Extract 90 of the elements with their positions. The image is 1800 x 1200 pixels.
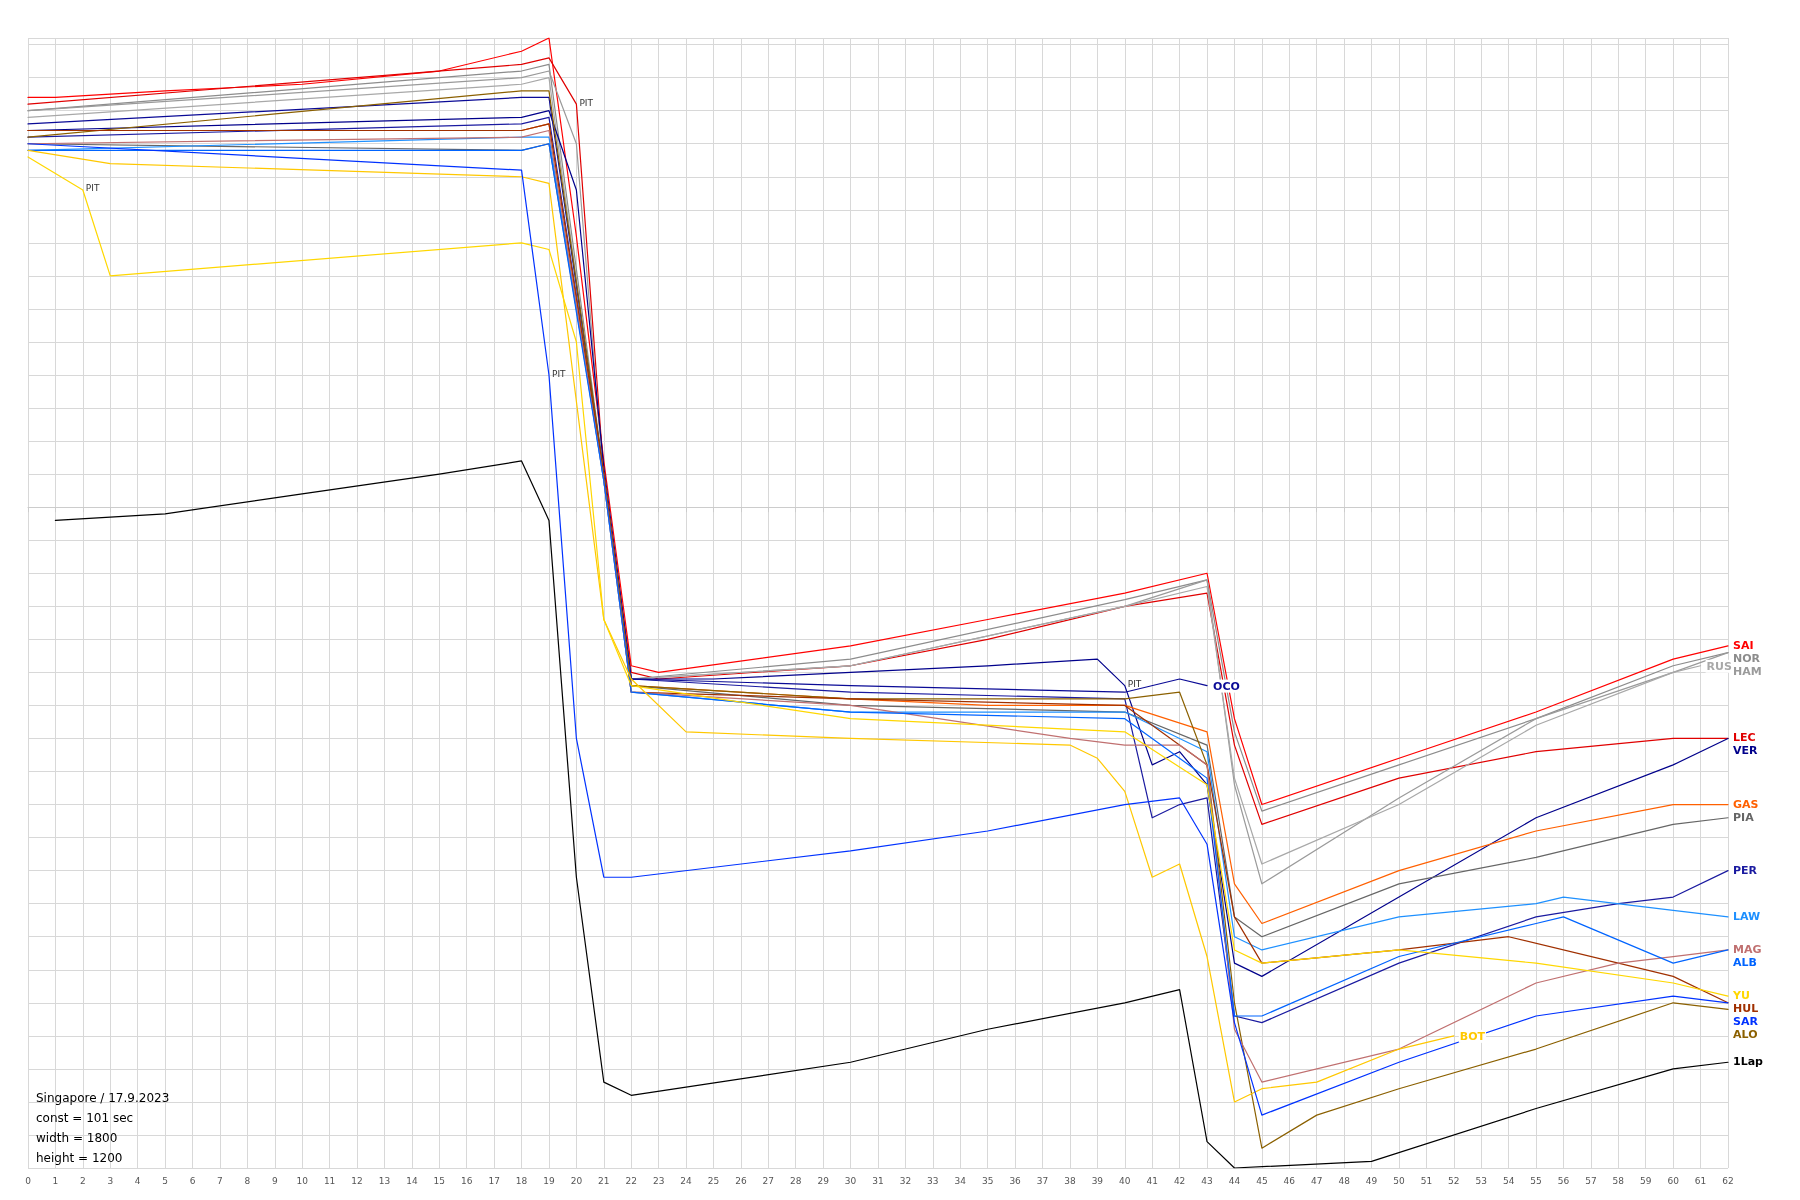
series-label: PIA <box>1733 810 1755 824</box>
x-tick-label: 51 <box>1420 1175 1433 1186</box>
x-tick-label: 55 <box>1530 1175 1542 1186</box>
x-tick-label: 57 <box>1585 1175 1597 1186</box>
annotation: PIT <box>1127 679 1142 690</box>
series-label: LEC <box>1733 731 1756 745</box>
x-tick-label: 62 <box>1722 1175 1734 1186</box>
x-tick-label: 22 <box>625 1175 637 1186</box>
series-label: PER <box>1733 863 1758 877</box>
series-label: VER <box>1733 744 1759 758</box>
x-tick-label: 50 <box>1393 1175 1405 1186</box>
x-tick-label: 31 <box>872 1175 884 1186</box>
x-tick-label: 56 <box>1557 1175 1570 1186</box>
x-tick-label: 58 <box>1612 1175 1625 1186</box>
series-label: MAG <box>1733 942 1762 956</box>
series-label: BOT <box>1459 1029 1486 1043</box>
series-label: 1Lap <box>1733 1055 1764 1069</box>
x-tick-label: 35 <box>981 1175 994 1186</box>
x-tick-label: 44 <box>1228 1175 1241 1186</box>
series-label: NOR <box>1733 651 1761 665</box>
x-tick-label: 30 <box>844 1175 857 1186</box>
x-tick-label: 6 <box>189 1175 196 1186</box>
x-tick-label: 54 <box>1502 1175 1515 1186</box>
x-tick-label: 1 <box>52 1175 59 1186</box>
series-label: RUS <box>1706 659 1732 673</box>
x-tick-label: 5 <box>162 1175 168 1186</box>
series-label: GAS <box>1733 797 1759 811</box>
x-tick-label: 2 <box>79 1175 86 1186</box>
x-tick-label: 26 <box>735 1175 747 1186</box>
x-tick-label: 24 <box>680 1175 693 1186</box>
series-label: HAM <box>1733 664 1762 678</box>
x-tick-label: 17 <box>488 1175 500 1186</box>
x-tick-label: 45 <box>1256 1175 1268 1186</box>
annotation: Singapore / 17.9.2023 <box>36 1091 170 1105</box>
x-tick-label: 46 <box>1283 1175 1296 1186</box>
x-tick-label: 19 <box>543 1175 555 1186</box>
series-label: SAI <box>1733 638 1754 652</box>
series-label: OCO <box>1213 679 1240 693</box>
series-label: ALO <box>1733 1028 1758 1042</box>
x-tick-label: 7 <box>217 1175 223 1186</box>
x-tick-label: 23 <box>652 1175 665 1186</box>
series-label: HUL <box>1733 1002 1759 1016</box>
x-tick-label: 16 <box>460 1175 473 1186</box>
x-tick-label: 9 <box>271 1175 278 1186</box>
annotation: PIT <box>551 368 567 379</box>
series-label: LAW <box>1733 909 1761 923</box>
annotation: const = 101 sec <box>36 1111 134 1125</box>
x-tick-label: 27 <box>762 1175 775 1186</box>
x-tick-label: 32 <box>899 1175 912 1186</box>
x-tick-label: 29 <box>817 1175 830 1186</box>
series-label: YU <box>1732 989 1750 1003</box>
x-tick-label: 36 <box>1009 1175 1022 1186</box>
x-tick-label: 8 <box>244 1175 251 1186</box>
x-tick-label: 11 <box>323 1175 336 1186</box>
x-tick-label: 47 <box>1310 1175 1323 1186</box>
x-tick-label: 3 <box>107 1175 114 1186</box>
series-label: SAR <box>1733 1015 1759 1029</box>
x-tick-label: 59 <box>1640 1175 1652 1186</box>
x-tick-label: 52 <box>1448 1175 1460 1186</box>
x-tick-label: 0 <box>25 1175 32 1186</box>
x-tick-label: 34 <box>954 1175 967 1186</box>
x-tick-label: 43 <box>1201 1175 1213 1186</box>
annotation: PIT <box>85 183 100 194</box>
x-tick-label: 21 <box>598 1175 610 1186</box>
x-tick-label: 10 <box>296 1175 309 1186</box>
x-tick-label: 53 <box>1475 1175 1487 1186</box>
x-tick-label: 28 <box>790 1175 802 1186</box>
x-tick-label: 39 <box>1091 1175 1104 1186</box>
x-tick-label: 12 <box>351 1175 363 1186</box>
x-tick-label: 20 <box>570 1175 583 1186</box>
x-tick-label: 15 <box>433 1175 446 1186</box>
x-tick-label: 37 <box>1036 1175 1049 1186</box>
x-tick-label: 48 <box>1338 1175 1351 1186</box>
x-tick-label: 14 <box>406 1175 418 1186</box>
annotation: height = 1200 <box>36 1151 123 1165</box>
x-tick-label: 40 <box>1119 1175 1131 1186</box>
annotation: width = 1800 <box>36 1131 118 1145</box>
series-label: ALB <box>1733 955 1757 969</box>
x-tick-label: 25 <box>707 1175 720 1186</box>
x-tick-label: 38 <box>1064 1175 1076 1186</box>
x-tick-label: 61 <box>1694 1175 1707 1186</box>
x-tick-label: 60 <box>1667 1175 1680 1186</box>
x-tick-label: 13 <box>378 1175 391 1186</box>
x-tick-label: 49 <box>1365 1175 1378 1186</box>
x-tick-label: 41 <box>1146 1175 1158 1186</box>
annotation: PIT <box>579 97 594 108</box>
x-tick-label: 33 <box>927 1175 939 1186</box>
x-tick-label: 4 <box>134 1175 141 1186</box>
x-tick-label: 18 <box>515 1175 528 1186</box>
x-tick-label: 42 <box>1173 1175 1186 1186</box>
